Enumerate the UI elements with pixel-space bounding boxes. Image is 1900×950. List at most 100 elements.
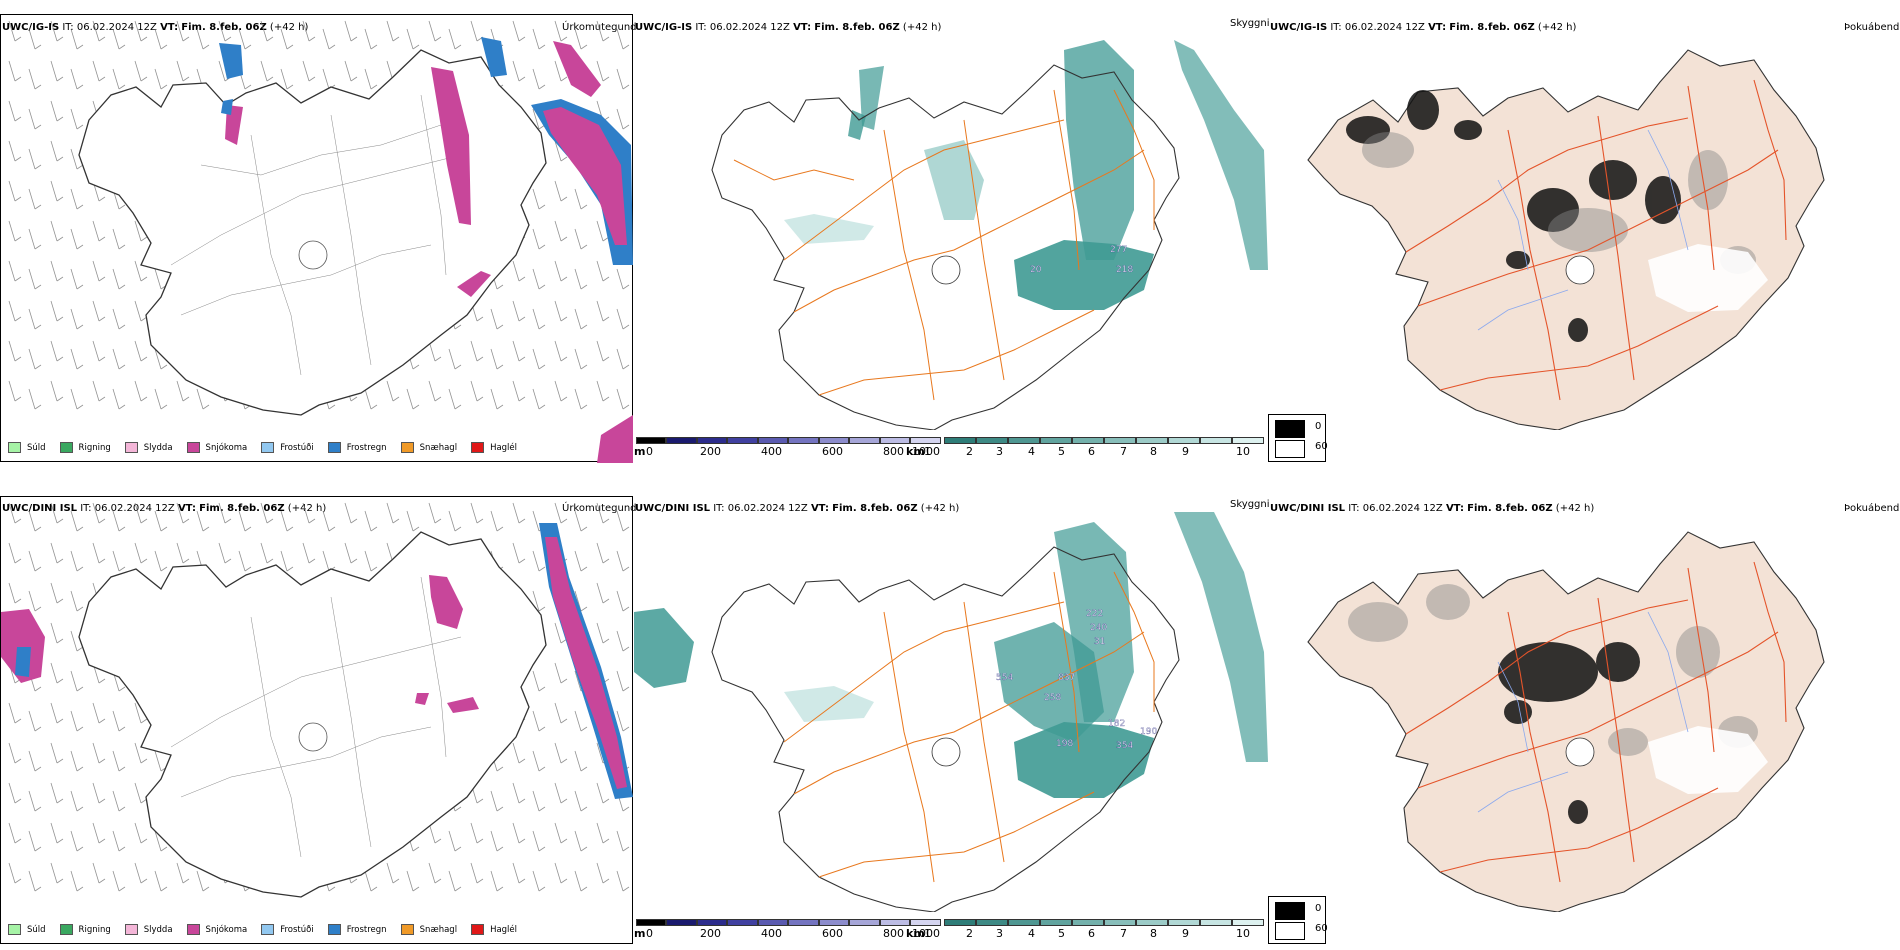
scale-tick: 600 <box>822 927 843 940</box>
legend-label: Slydda <box>143 924 173 935</box>
scale-tick: 10 <box>1236 445 1250 458</box>
legend-swatch <box>59 924 73 935</box>
scale-tick: 7 <box>1120 445 1127 458</box>
scale-tick: 9 <box>1182 927 1189 940</box>
legend-item-rigning: Rigning <box>59 442 111 453</box>
legend-item-snjokoma: Snjókoma <box>186 924 247 935</box>
fog-legend-label: 60 <box>1315 441 1328 452</box>
visibility-scale-m: m 0 200 400 600 800 1000 <box>634 437 941 461</box>
model-name: UWC/IG-IS <box>1270 22 1328 33</box>
legend-swatch <box>186 442 200 453</box>
scale-cell <box>944 919 976 926</box>
visibility-panel-title: Skyggni <box>1230 18 1270 29</box>
legend-label: Snæhagl <box>419 442 458 453</box>
scale-tick: 5 <box>1058 927 1065 940</box>
lead-time: (+42 h) <box>902 22 942 33</box>
scale-tick: 200 <box>700 927 721 940</box>
scale-cell <box>1200 437 1232 444</box>
legend-item-sudd: Súld <box>8 442 46 453</box>
scale-unit: km <box>906 445 925 458</box>
scale-tick: 6 <box>1088 927 1095 940</box>
scale-tick: 10 <box>1236 927 1250 940</box>
vt-value: Fim. 8.feb. 06Z <box>1467 503 1553 514</box>
visibility-label: 182 <box>1108 719 1125 729</box>
scale-cell <box>880 437 910 444</box>
scale-tick: 4 <box>1028 445 1035 458</box>
fog-legend-swatch <box>1275 440 1305 458</box>
legend-swatch <box>186 924 200 935</box>
vt-label: VT: <box>810 503 829 514</box>
scale-tick: 7 <box>1120 927 1127 940</box>
visibility-map: 222 240 31 554 837 258 182 190 198 354 <box>634 512 1268 913</box>
visibility-label: 837 <box>1058 673 1075 683</box>
scale-unit: km <box>906 927 925 940</box>
scale-cell <box>1008 919 1040 926</box>
legend-swatch <box>327 442 341 453</box>
legend-item-haglel: Haglél <box>471 924 517 935</box>
scale-cell <box>849 919 880 926</box>
vt-value: Fim. 8.feb. 06Z <box>832 503 918 514</box>
legend-swatch <box>400 924 414 935</box>
legend-swatch <box>327 924 341 935</box>
scale-tick: 400 <box>761 445 782 458</box>
scale-cell <box>1008 437 1040 444</box>
legend-swatch <box>471 442 485 453</box>
scale-cell <box>1104 437 1136 444</box>
scale-tick: 8 <box>1150 927 1157 940</box>
visibility-label: 554 <box>996 673 1013 683</box>
precip-type-map-svg <box>1 497 634 898</box>
scale-cell <box>1232 437 1264 444</box>
scale-cell <box>1232 919 1264 926</box>
scale-cell <box>636 437 666 444</box>
legend-item-snaehagl: Snæhagl <box>400 924 457 935</box>
visibility-label: 240 <box>1090 623 1107 633</box>
precip-type-map <box>0 496 634 944</box>
fog-panel-title: Þokuábendi <box>1844 22 1900 33</box>
lead-time: (+42 h) <box>920 503 960 514</box>
scale-cell <box>666 437 697 444</box>
scale-cell <box>697 437 727 444</box>
vt-value: Fim. 8.feb. 06Z <box>1449 22 1535 33</box>
legend-swatch <box>400 442 414 453</box>
precip-legend: Súld Rigning Slydda Snjókoma Frostúði Fr… <box>8 442 531 453</box>
legend-item-rigning: Rigning <box>59 924 111 935</box>
fog-legend-label: 60 <box>1315 923 1328 934</box>
legend-label: Súld <box>27 442 46 453</box>
fog-map <box>1268 512 1868 913</box>
visibility-label: 222 <box>1086 609 1103 619</box>
visibility-label: 31 <box>1094 637 1105 647</box>
scale-tick: 2 <box>966 927 973 940</box>
visibility-label: 190 <box>1140 727 1157 737</box>
legend-swatch <box>471 924 485 935</box>
scale-cell <box>788 437 819 444</box>
lead-time: (+42 h) <box>1555 503 1595 514</box>
scale-cell <box>727 437 758 444</box>
scale-cell <box>880 919 910 926</box>
fog-legend-label: 0 <box>1315 421 1322 432</box>
legend-item-haglel: Haglél <box>471 442 517 453</box>
legend-label: Rigning <box>78 924 111 935</box>
scale-cell <box>727 919 758 926</box>
scale-tick: 2 <box>966 445 973 458</box>
scale-tick: 600 <box>822 445 843 458</box>
scale-cell <box>976 437 1008 444</box>
visibility-scale-km: km 1 2 3 4 5 6 7 8 9 10 <box>906 919 1264 943</box>
precip-type-map-svg <box>1 15 634 463</box>
scale-tick: 1 <box>924 445 931 458</box>
legend-item-snjokoma: Snjókoma <box>186 442 247 453</box>
legend-item-frostregn: Frostregn <box>327 924 387 935</box>
scale-tick: 800 <box>883 445 904 458</box>
scale-tick: 1000 <box>912 445 940 458</box>
scale-cell <box>697 919 727 926</box>
legend-label: Haglél <box>490 924 518 935</box>
visibility-panel-header: UWC/IG-IS IT: 06.02.2024 12Z VT: Fim. 8.… <box>635 22 941 34</box>
legend-label: Súld <box>27 924 46 935</box>
scale-cell <box>1168 919 1200 926</box>
scale-cell <box>1072 919 1104 926</box>
vt-value: Fim. 8.feb. 06Z <box>814 22 900 33</box>
scale-cell <box>910 437 941 444</box>
scale-tick: 0 <box>646 445 653 458</box>
legend-item-frostudi: Frostúði <box>261 442 314 453</box>
model-name: UWC/IG-IS <box>635 22 693 33</box>
it-label: IT: <box>1348 503 1360 514</box>
